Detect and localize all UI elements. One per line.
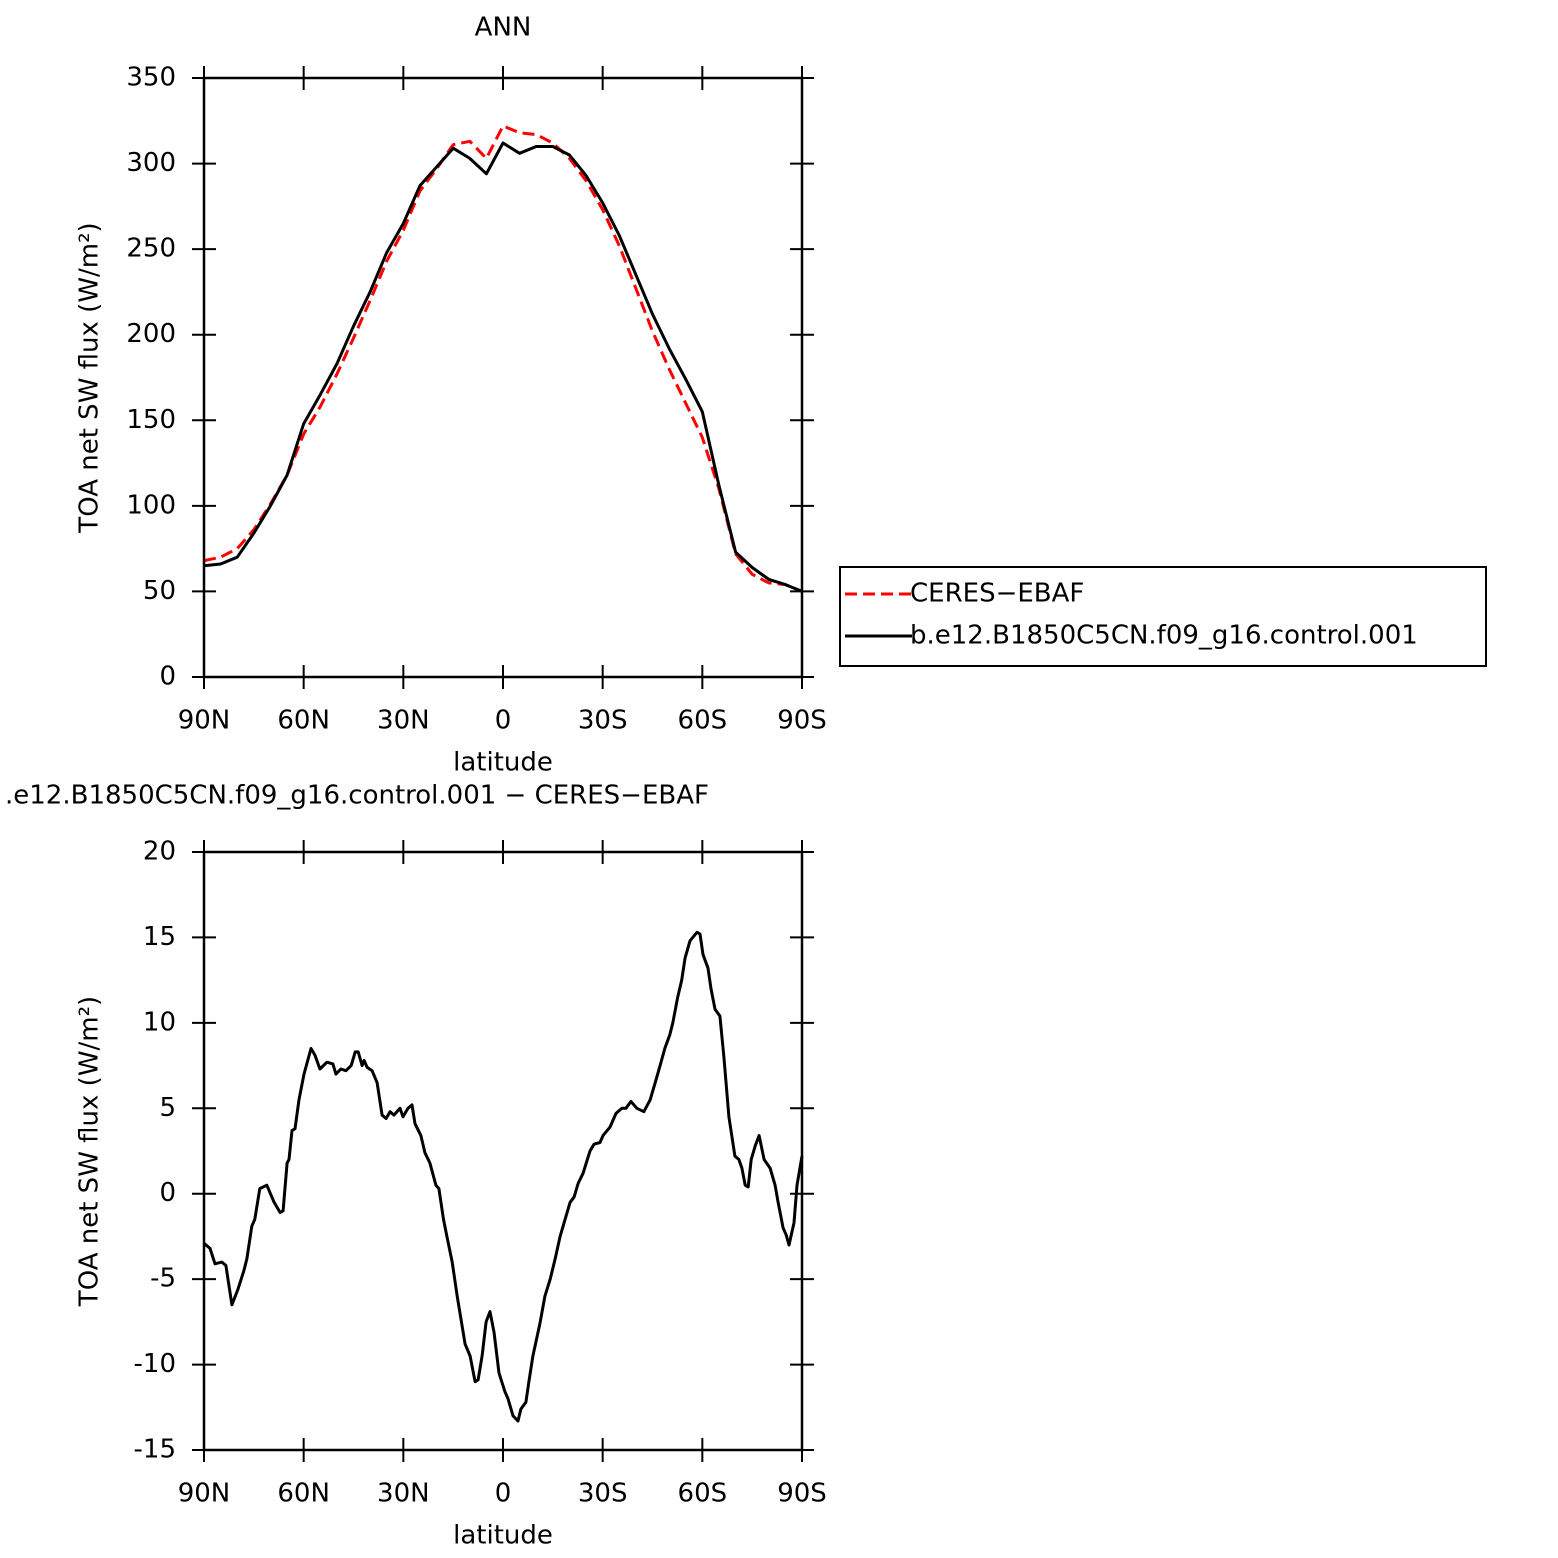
plot-frame (202, 850, 804, 1452)
y-tick-label: -5 (150, 1264, 176, 1294)
chart-title: .e12.B1850C5CN.f09_g16.control.001 − CER… (5, 781, 709, 811)
y-axis-label: TOA net SW flux (W/m²) (75, 222, 105, 533)
x-tick-label: 90S (777, 706, 827, 736)
x-tick-label: 30S (578, 1479, 628, 1509)
x-axis-label: latitude (453, 1521, 553, 1551)
y-tick-label: 250 (126, 234, 176, 264)
y-tick-label: 50 (143, 576, 176, 606)
y-tick-label: 0 (159, 1178, 176, 1208)
y-tick-label: 200 (126, 319, 176, 349)
x-tick-label: 60S (678, 706, 728, 736)
x-tick-label: 60N (277, 1479, 330, 1509)
data-line (203, 124, 803, 593)
data-line (203, 141, 803, 593)
x-tick-label: 0 (495, 706, 512, 736)
x-tick-label: 30S (578, 706, 628, 736)
y-tick-label: 150 (126, 405, 176, 435)
y-tick-label: 20 (143, 837, 176, 867)
y-tick-label: 350 (126, 63, 176, 93)
legend-label: b.e12.B1850C5CN.f09_g16.control.001 (910, 621, 1418, 651)
x-tick-label: 30N (377, 1479, 430, 1509)
x-tick-label: 0 (495, 1479, 512, 1509)
y-tick-label: 300 (126, 148, 176, 178)
legend-label: CERES−EBAF (910, 579, 1084, 609)
y-axis-label: TOA net SW flux (W/m²) (75, 996, 105, 1307)
y-tick-label: -10 (134, 1349, 176, 1379)
y-tick-label: -15 (134, 1435, 176, 1465)
x-tick-label: 30N (377, 706, 430, 736)
plot-frame (202, 76, 804, 679)
y-tick-label: 100 (126, 490, 176, 520)
x-tick-label: 90S (777, 1479, 827, 1509)
x-tick-label: 60N (277, 706, 330, 736)
legend-box (839, 566, 1487, 667)
data-line (203, 930, 804, 1423)
x-tick-label: 60S (678, 1479, 728, 1509)
y-tick-label: 5 (159, 1093, 176, 1123)
y-tick-label: 15 (143, 922, 176, 952)
x-tick-label: 90N (178, 1479, 231, 1509)
y-tick-label: 0 (159, 662, 176, 692)
y-tick-label: 10 (143, 1007, 176, 1037)
x-tick-label: 90N (178, 706, 231, 736)
x-axis-label: latitude (453, 748, 553, 778)
chart-title: ANN (475, 13, 532, 43)
